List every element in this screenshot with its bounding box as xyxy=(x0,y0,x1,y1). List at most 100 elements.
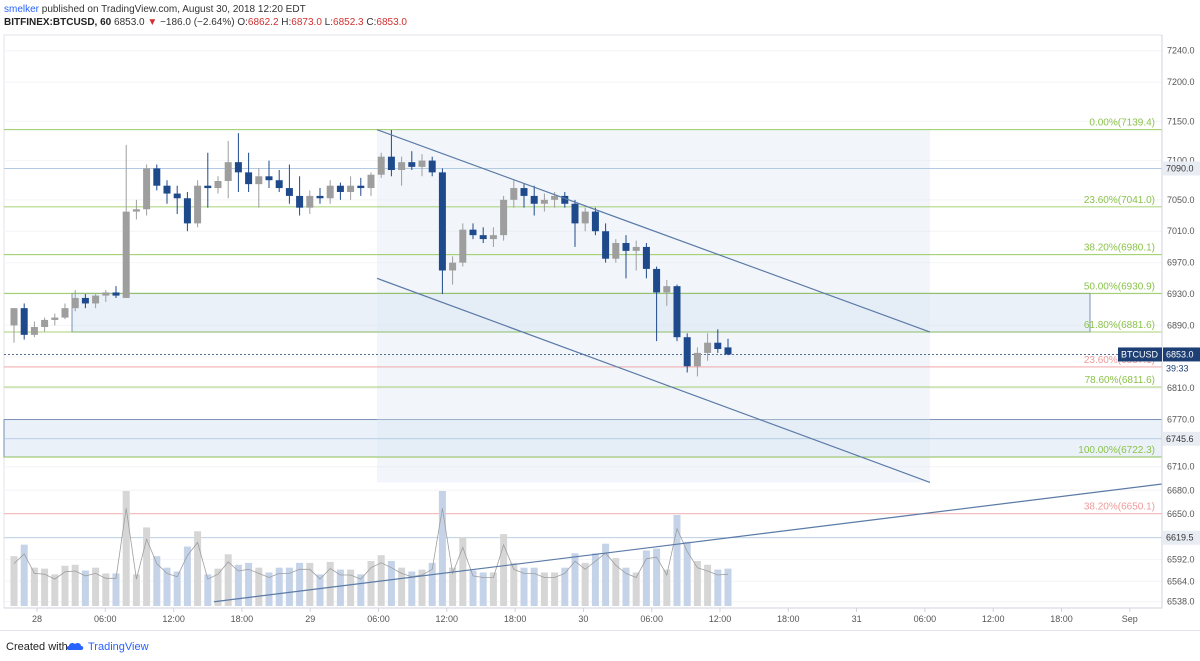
candle-body xyxy=(163,185,171,194)
author-link[interactable]: smelker xyxy=(4,4,40,15)
price-chart[interactable]: 0.00%(7139.4) 23.60%(7041.0) 38.20%(6980.1… xyxy=(0,30,1200,630)
time-tick-label: 29 xyxy=(305,614,315,624)
volume-bar xyxy=(632,572,640,606)
chart-header: smelker published on TradingView.com, Au… xyxy=(0,0,1200,30)
candle-body xyxy=(143,168,151,210)
candle-body xyxy=(30,326,38,335)
price-tick-label: 7200.0 xyxy=(1167,77,1195,87)
tradingview-cloud-icon[interactable] xyxy=(66,641,84,651)
volume-bar xyxy=(122,491,130,606)
high-label: H: xyxy=(281,17,292,28)
candle-body xyxy=(316,195,324,199)
candle-body xyxy=(194,185,202,224)
candle-body xyxy=(449,262,457,271)
volume-bar xyxy=(61,565,69,606)
time-tick-label: 31 xyxy=(852,614,862,624)
volume-bar xyxy=(30,567,38,606)
channel-upper-line xyxy=(376,129,931,333)
price-tick-label: 6770.0 xyxy=(1167,415,1195,425)
volume-bar xyxy=(183,546,191,606)
candle-body xyxy=(469,229,477,236)
volume-bar xyxy=(204,574,212,606)
close-label: C: xyxy=(366,17,377,28)
candle-body xyxy=(459,229,467,263)
candle-body xyxy=(653,268,661,293)
time-tick-label: 12:00 xyxy=(982,614,1005,624)
candle-body xyxy=(571,203,579,224)
created-with-label: Created with xyxy=(6,641,68,653)
price-tick-label: 6930.0 xyxy=(1167,289,1195,299)
candle-body xyxy=(265,176,273,181)
candle-body xyxy=(285,188,293,196)
time-tick-label: Sep xyxy=(1122,614,1138,624)
channel-lower-line xyxy=(376,277,931,483)
volume-bar xyxy=(255,567,263,606)
candle-body xyxy=(724,347,732,355)
price-tick-label: 7150.0 xyxy=(1167,116,1195,126)
volume-bar xyxy=(163,567,171,606)
time-tick-label: 06:00 xyxy=(914,614,937,624)
candle-body xyxy=(275,180,283,189)
time-tick-label: 12:00 xyxy=(709,614,732,624)
symbol-name[interactable]: BITFINEX:BTCUSD, 60 xyxy=(4,17,112,28)
chart-area[interactable]: 0.00%(7139.4) 23.60%(7041.0) 38.20%(6980.1… xyxy=(0,30,1200,630)
price-tick-label: 6592.0 xyxy=(1167,554,1195,564)
candle-body xyxy=(245,172,253,185)
volume-bar xyxy=(408,571,416,606)
fib-level-label: 0.00%(7139.4) xyxy=(1089,118,1155,129)
candle-body xyxy=(255,176,263,185)
candle-body xyxy=(673,286,681,338)
candle-body xyxy=(591,211,599,232)
candle-timer-tag-background xyxy=(1163,361,1200,376)
fib-level-label: 50.00%(6930.9) xyxy=(1084,281,1155,292)
candle-body xyxy=(183,198,191,224)
candle-body xyxy=(612,243,620,259)
fib-level-label: 61.80%(6881.6) xyxy=(1084,320,1155,331)
high-value: 6873.0 xyxy=(291,17,322,28)
candle-body xyxy=(642,246,650,269)
candle-timer-tag: 39:33 xyxy=(1166,363,1189,373)
candle-body xyxy=(438,172,446,271)
candle-body xyxy=(122,211,130,298)
current-price-tag-background xyxy=(1163,347,1200,362)
time-tick-label: 18:00 xyxy=(231,614,254,624)
volume-bar xyxy=(581,562,589,606)
price-tick-label: 6710.0 xyxy=(1167,462,1195,472)
volume-bar xyxy=(724,568,732,606)
price-tick-label: 6680.0 xyxy=(1167,485,1195,495)
price-tick-label: 6810.0 xyxy=(1167,383,1195,393)
volume-bar xyxy=(153,556,161,606)
volume-bar xyxy=(265,572,273,606)
candle-body xyxy=(561,195,569,204)
price-marker-6619-background xyxy=(1163,530,1200,545)
price-tick-label: 6890.0 xyxy=(1167,320,1195,330)
volume-bar xyxy=(591,553,599,606)
volume-bar xyxy=(326,561,334,606)
channel-fill xyxy=(377,129,930,483)
open-label: O: xyxy=(237,17,248,28)
volume-bar xyxy=(336,569,344,606)
candle-body xyxy=(489,235,497,240)
volume-bar xyxy=(693,560,701,606)
volume-bar xyxy=(398,567,406,606)
time-tick-label: 06:00 xyxy=(640,614,663,624)
candle-body xyxy=(224,162,232,181)
candle-body xyxy=(132,209,140,212)
low-value: 6852.3 xyxy=(333,17,364,28)
price-marker-6619: 6619.5 xyxy=(1166,533,1194,543)
candle-body xyxy=(20,308,28,335)
candle-body xyxy=(714,342,722,349)
time-tick-label: 28 xyxy=(32,614,42,624)
volume-bar xyxy=(234,564,242,606)
price-tick-label: 7100.0 xyxy=(1167,156,1195,166)
tradingview-brand-link[interactable]: TradingView xyxy=(88,641,149,653)
candle-body xyxy=(92,295,100,304)
volume-bar xyxy=(714,569,722,606)
volume-bar xyxy=(347,569,355,606)
volume-bar xyxy=(51,574,59,606)
candle-body xyxy=(357,185,365,189)
symbol-tag-background xyxy=(1118,347,1162,362)
volume-bar xyxy=(20,544,28,606)
price-tick-label: 6970.0 xyxy=(1167,258,1195,268)
candle-body xyxy=(336,185,344,192)
